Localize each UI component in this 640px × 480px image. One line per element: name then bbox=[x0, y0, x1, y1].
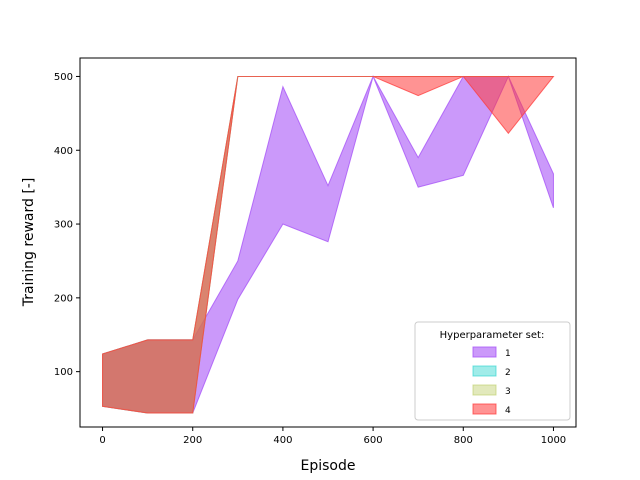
y-tick-label: 500 bbox=[54, 72, 73, 83]
legend-title: Hyperparameter set: bbox=[440, 330, 545, 341]
y-tick-label: 300 bbox=[54, 220, 73, 231]
legend-label-3: 3 bbox=[505, 387, 511, 397]
series-band-1 bbox=[102, 74, 554, 414]
y-axis-ticks: 100 200 300 400 500 bbox=[54, 72, 80, 378]
legend-label-1: 1 bbox=[505, 349, 511, 359]
x-tick-label: 600 bbox=[364, 435, 383, 446]
legend-items: 1 2 3 4 bbox=[472, 346, 511, 416]
plot-frame bbox=[79, 57, 577, 428]
y-tick-label: 200 bbox=[54, 293, 73, 304]
legend-swatch-1 bbox=[472, 346, 497, 358]
x-tick-label: 800 bbox=[454, 435, 473, 446]
series-bands bbox=[102, 74, 555, 414]
x-axis-label: Episode bbox=[301, 458, 356, 474]
x-tick-label: 0 bbox=[99, 435, 105, 446]
legend-label-2: 2 bbox=[505, 368, 511, 378]
legend-swatch-2 bbox=[472, 365, 497, 377]
x-tick-label: 200 bbox=[183, 435, 202, 446]
x-axis-ticks: 0 200 400 600 800 1000 bbox=[99, 427, 566, 446]
legend-box bbox=[414, 321, 571, 421]
y-axis-label: Training reward [-] bbox=[21, 178, 37, 308]
legend-swatch-3 bbox=[472, 384, 497, 396]
x-tick-label: 1000 bbox=[541, 435, 566, 446]
legend: Hyperparameter set: 1 2 3 4 bbox=[414, 321, 571, 421]
series-band-4 bbox=[102, 75, 555, 414]
y-tick-label: 400 bbox=[54, 146, 73, 157]
y-tick-label: 100 bbox=[54, 367, 73, 378]
legend-swatch-4 bbox=[472, 403, 497, 415]
x-tick-label: 400 bbox=[273, 435, 292, 446]
legend-label-4: 4 bbox=[505, 406, 511, 416]
